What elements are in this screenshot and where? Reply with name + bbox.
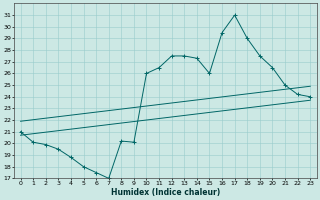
X-axis label: Humidex (Indice chaleur): Humidex (Indice chaleur) [111, 188, 220, 197]
